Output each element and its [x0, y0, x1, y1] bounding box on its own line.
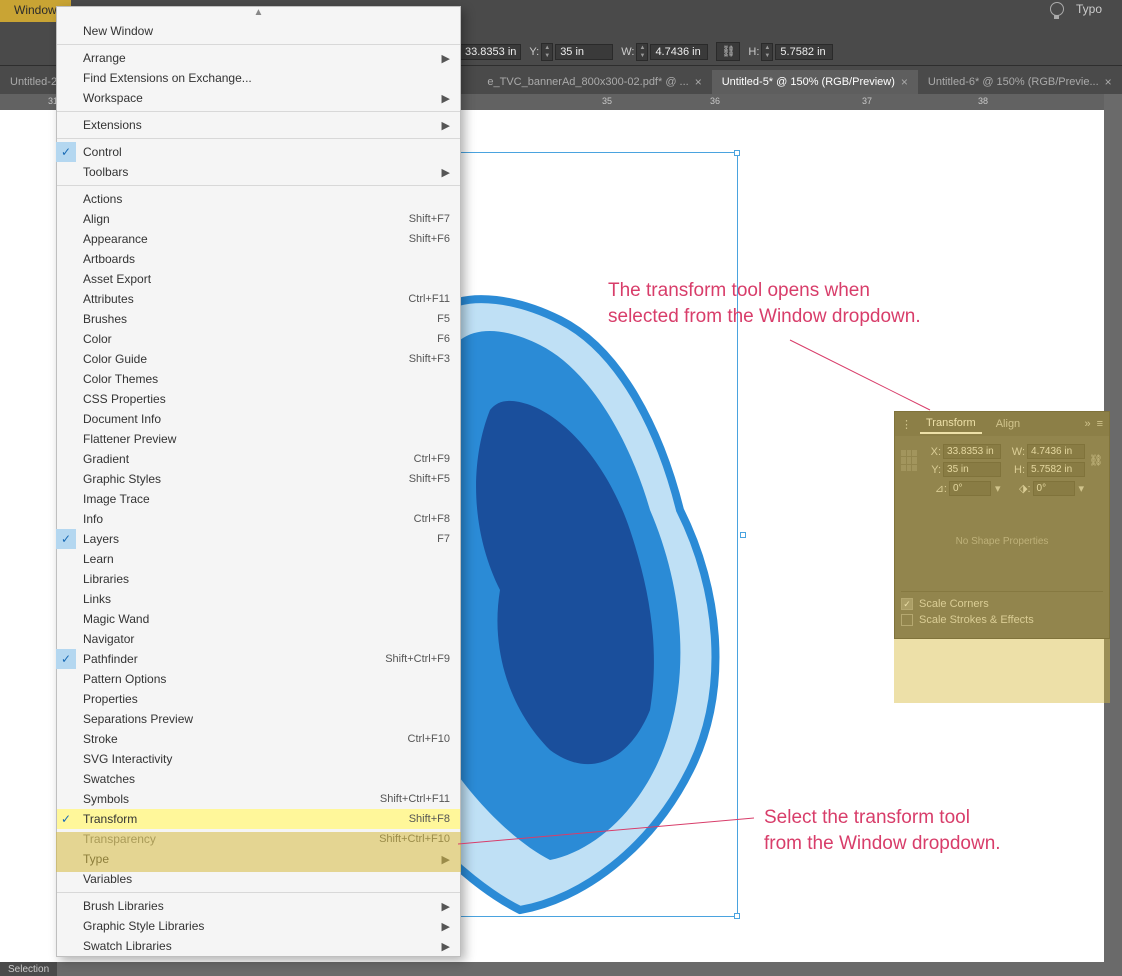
chevron-right-icon: ▶	[442, 52, 450, 65]
window-dropdown-menu: ▲ New Window Arrange▶ Find Extensions on…	[56, 6, 461, 957]
typography-label: Typo	[1076, 2, 1102, 16]
menu-item-swatch-libraries[interactable]: Swatch Libraries▶	[57, 936, 460, 956]
check-icon: ✓	[56, 529, 76, 549]
close-icon[interactable]: ×	[901, 75, 908, 89]
menu-item-artboards[interactable]: Artboards	[57, 249, 460, 269]
panel-shear-field[interactable]: ⬗:0°▾	[1015, 481, 1085, 496]
menu-item-libraries[interactable]: Libraries	[57, 569, 460, 589]
menu-item-separations-preview[interactable]: Separations Preview	[57, 709, 460, 729]
panel-y-field[interactable]: Y:35 in	[925, 462, 1001, 477]
menu-item-links[interactable]: Links	[57, 589, 460, 609]
document-tab[interactable]: Untitled-6* @ 150% (RGB/Previe...×	[918, 70, 1122, 94]
chevron-right-icon: ▶	[442, 119, 450, 132]
panel-rotate-field[interactable]: ⊿:0°▾	[931, 481, 1001, 496]
menu-item-align[interactable]: AlignShift+F7	[57, 209, 460, 229]
menu-item-color-guide[interactable]: Color GuideShift+F3	[57, 349, 460, 369]
menu-item-transform[interactable]: ✓TransformShift+F8	[57, 809, 460, 829]
annotation-line	[454, 810, 774, 850]
menu-item-stroke[interactable]: StrokeCtrl+F10	[57, 729, 460, 749]
link-wh-icon[interactable]: ⛓	[716, 42, 740, 61]
menu-item-symbols[interactable]: SymbolsShift+Ctrl+F11	[57, 789, 460, 809]
annotation-text: The transform tool opens whenselected fr…	[608, 278, 921, 329]
close-icon[interactable]: ×	[695, 75, 702, 89]
menu-item-navigator[interactable]: Navigator	[57, 629, 460, 649]
tips-icon[interactable]	[1050, 2, 1064, 16]
scale-strokes-checkbox[interactable]: Scale Strokes & Effects	[901, 612, 1103, 628]
menu-item-arrange[interactable]: Arrange▶	[57, 48, 460, 68]
checkbox-icon	[901, 614, 913, 626]
chevron-down-icon[interactable]: ▾	[995, 482, 1001, 495]
close-icon[interactable]: ×	[1105, 75, 1112, 89]
checkbox-icon: ✓	[901, 598, 913, 610]
menu-item-gradient[interactable]: GradientCtrl+F9	[57, 449, 460, 469]
menu-item-transparency[interactable]: TransparencyShift+Ctrl+F10	[57, 829, 460, 849]
panel-menu-icon[interactable]: ≡	[1097, 418, 1103, 430]
check-icon: ✓	[56, 142, 76, 162]
menu-item-control[interactable]: ✓Control	[57, 142, 460, 162]
menu-item-extensions[interactable]: Extensions▶	[57, 115, 460, 135]
document-tab[interactable]: Untitled-5* @ 150% (RGB/Preview)×	[712, 70, 918, 94]
annotation-text: Select the transform toolfrom the Window…	[764, 805, 1001, 856]
menu-item-asset-export[interactable]: Asset Export	[57, 269, 460, 289]
menu-item-brush-libraries[interactable]: Brush Libraries▶	[57, 896, 460, 916]
panel-x-field[interactable]: X:33.8353 in	[925, 444, 1001, 459]
menu-item-new-window[interactable]: New Window	[57, 21, 460, 41]
menu-item-variables[interactable]: Variables	[57, 869, 460, 889]
chevron-right-icon: ▶	[442, 166, 450, 179]
annotation-line	[750, 330, 950, 430]
panel-tab-align[interactable]: Align	[990, 415, 1026, 433]
menu-item-info[interactable]: InfoCtrl+F8	[57, 509, 460, 529]
menu-item-graphic-style-libraries[interactable]: Graphic Style Libraries▶	[57, 916, 460, 936]
menu-item-css-properties[interactable]: CSS Properties	[57, 389, 460, 409]
menu-item-color[interactable]: ColorF6	[57, 329, 460, 349]
menu-item-brushes[interactable]: BrushesF5	[57, 309, 460, 329]
menu-item-layers[interactable]: ✓LayersF7	[57, 529, 460, 549]
menu-item-svg-interactivity[interactable]: SVG Interactivity	[57, 749, 460, 769]
link-wh-icon[interactable]: ⛓	[1089, 454, 1103, 467]
w-field[interactable]: W: ▲▼ 4.7436 in	[621, 43, 708, 61]
menu-item-appearance[interactable]: AppearanceShift+F6	[57, 229, 460, 249]
menu-item-pattern-options[interactable]: Pattern Options	[57, 669, 460, 689]
no-shape-properties-label: No Shape Properties	[901, 500, 1103, 587]
chevron-right-icon: ▶	[442, 853, 450, 866]
menu-item-document-info[interactable]: Document Info	[57, 409, 460, 429]
chevron-right-icon: ▶	[442, 940, 450, 953]
menu-item-flattener-preview[interactable]: Flattener Preview	[57, 429, 460, 449]
scale-corners-checkbox[interactable]: ✓Scale Corners	[901, 596, 1103, 612]
menu-item-attributes[interactable]: AttributesCtrl+F11	[57, 289, 460, 309]
y-field[interactable]: Y: ▲▼ 35 in	[529, 43, 613, 61]
check-icon: ✓	[56, 809, 76, 829]
h-field[interactable]: H: ▲▼ 5.7582 in	[748, 43, 833, 61]
document-tab[interactable]: e_TVC_bannerAd_800x300-02.pdf* @ ...×	[477, 70, 711, 94]
collapse-icon[interactable]: »	[1084, 418, 1090, 430]
chevron-right-icon: ▶	[442, 900, 450, 913]
status-tool-label: Selection	[0, 962, 57, 976]
transform-panel[interactable]: ⋮ Transform Align »≡ X:33.8353 in Y:35 i…	[894, 411, 1110, 639]
menu-item-type[interactable]: Type▶	[57, 849, 460, 869]
scroll-up-icon[interactable]: ▲	[57, 7, 460, 21]
menu-item-graphic-styles[interactable]: Graphic StylesShift+F5	[57, 469, 460, 489]
menu-item-find-extensions[interactable]: Find Extensions on Exchange...	[57, 68, 460, 88]
menu-item-pathfinder[interactable]: ✓PathfinderShift+Ctrl+F9	[57, 649, 460, 669]
menu-item-properties[interactable]: Properties	[57, 689, 460, 709]
menu-item-magic-wand[interactable]: Magic Wand	[57, 609, 460, 629]
chevron-right-icon: ▶	[442, 92, 450, 105]
panel-h-field[interactable]: H:5.7582 in	[1009, 462, 1085, 477]
menu-item-image-trace[interactable]: Image Trace	[57, 489, 460, 509]
reference-point-grid[interactable]	[901, 450, 917, 472]
menu-item-actions[interactable]: Actions	[57, 189, 460, 209]
menu-item-toolbars[interactable]: Toolbars▶	[57, 162, 460, 182]
menu-item-learn[interactable]: Learn	[57, 549, 460, 569]
chevron-down-icon[interactable]: ▾	[1079, 482, 1085, 495]
menu-item-workspace[interactable]: Workspace▶	[57, 88, 460, 108]
horizontal-scrollbar[interactable]	[0, 962, 1122, 976]
chevron-right-icon: ▶	[442, 920, 450, 933]
panel-w-field[interactable]: W:4.7436 in	[1009, 444, 1085, 459]
menu-item-color-themes[interactable]: Color Themes	[57, 369, 460, 389]
menu-item-swatches[interactable]: Swatches	[57, 769, 460, 789]
check-icon: ✓	[56, 649, 76, 669]
